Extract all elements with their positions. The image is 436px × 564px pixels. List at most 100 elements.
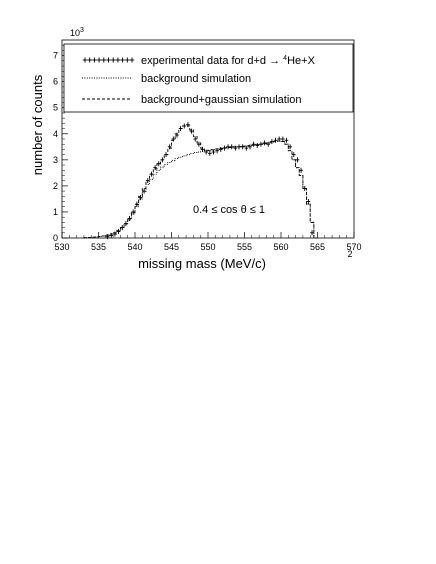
data-point bbox=[237, 144, 241, 150]
data-point bbox=[295, 157, 300, 163]
legend-cross bbox=[120, 57, 125, 63]
x-tick-label: 545 bbox=[164, 242, 179, 252]
legend-marker-crosses bbox=[82, 57, 135, 63]
data-point bbox=[281, 136, 285, 142]
data-point bbox=[291, 152, 296, 158]
x-axis-unit-exponent: 2 bbox=[347, 249, 352, 259]
x-tick-label: 540 bbox=[127, 242, 142, 252]
data-point bbox=[284, 137, 289, 143]
data-point bbox=[310, 230, 314, 236]
data-point bbox=[131, 209, 135, 215]
legend-box bbox=[63, 43, 354, 113]
legend-entry-background: background simulation bbox=[82, 73, 251, 85]
data-point bbox=[211, 149, 216, 155]
data-point bbox=[240, 144, 245, 150]
data-point bbox=[142, 188, 146, 194]
data-point bbox=[135, 201, 139, 207]
y-tick-label: 3 bbox=[53, 155, 58, 165]
data-point bbox=[273, 137, 278, 143]
legend-cross bbox=[106, 57, 111, 63]
data-point bbox=[233, 145, 238, 151]
data-point bbox=[302, 186, 307, 191]
legend-cross bbox=[101, 57, 107, 63]
data-point bbox=[218, 146, 223, 152]
data-point bbox=[178, 126, 183, 132]
legend: experimental data for d+d → 4He+X backgr… bbox=[63, 43, 354, 113]
legend-cross bbox=[129, 57, 135, 63]
data-point bbox=[145, 178, 150, 184]
data-point bbox=[208, 150, 212, 156]
x-axis-title: missing mass (MeV/c) bbox=[138, 256, 266, 271]
data-point bbox=[124, 221, 128, 227]
axis-ticks: 530 535 540 545 550 555 560 565 570 0 1 2 3 4 5 6 7 bbox=[53, 44, 362, 252]
x-tick-label: 535 bbox=[91, 242, 106, 252]
y-tick-label: 7 bbox=[53, 51, 58, 61]
x-tick-label: 550 bbox=[200, 242, 215, 252]
data-point bbox=[215, 148, 219, 154]
legend-label-background: background simulation bbox=[141, 73, 251, 85]
legend-cross bbox=[110, 57, 116, 63]
y-tick-label: 0 bbox=[53, 233, 58, 243]
x-tick-label: 565 bbox=[310, 242, 325, 252]
series-background-gaussian-simulation bbox=[83, 125, 318, 239]
x-tick-label: 560 bbox=[273, 242, 288, 252]
data-point bbox=[149, 171, 154, 177]
data-point bbox=[306, 199, 311, 205]
legend-entry-experimental: experimental data for d+d → 4He+X bbox=[82, 55, 316, 67]
data-point bbox=[164, 152, 168, 158]
y-tick-label: 4 bbox=[53, 129, 58, 139]
legend-cross bbox=[115, 57, 121, 63]
data-point bbox=[120, 225, 125, 231]
data-point bbox=[116, 228, 121, 234]
data-point bbox=[189, 128, 194, 134]
legend-superscript: 4 bbox=[283, 55, 287, 62]
legend-cross bbox=[82, 57, 88, 63]
data-point bbox=[175, 132, 179, 138]
data-point bbox=[229, 144, 234, 150]
data-point bbox=[222, 145, 227, 151]
data-point bbox=[277, 136, 281, 142]
data-point bbox=[288, 144, 292, 150]
data-point bbox=[171, 136, 176, 142]
data-point bbox=[182, 123, 187, 129]
data-point bbox=[167, 144, 172, 150]
data-point bbox=[248, 144, 252, 150]
data-point bbox=[226, 144, 230, 150]
legend-cross bbox=[125, 57, 130, 63]
legend-cross bbox=[87, 57, 92, 63]
annotation-cos-theta: 0.4 ≤ cos θ ≤ 1 bbox=[193, 204, 265, 216]
data-point bbox=[197, 141, 201, 147]
data-point bbox=[259, 141, 263, 147]
data-point bbox=[193, 136, 198, 142]
plot-series bbox=[83, 122, 318, 240]
x-tick-label: 555 bbox=[237, 242, 252, 252]
y-tick-label: 2 bbox=[53, 181, 58, 191]
legend-label-experimental: experimental data for d+d → 4He+X bbox=[141, 55, 316, 67]
x-tick-label: 530 bbox=[54, 242, 69, 252]
data-point bbox=[156, 161, 161, 167]
data-point bbox=[105, 234, 110, 240]
data-point bbox=[270, 139, 274, 145]
data-point bbox=[160, 157, 165, 163]
y-multiplier: 103 bbox=[70, 27, 84, 38]
data-point bbox=[186, 122, 190, 128]
data-point bbox=[244, 145, 249, 151]
data-point bbox=[255, 143, 260, 149]
y-tick-label: 1 bbox=[53, 207, 58, 217]
y-tick-label: 5 bbox=[53, 103, 58, 113]
y-axis-title: number of counts bbox=[30, 74, 45, 175]
y-tick-label: 6 bbox=[53, 77, 58, 87]
data-point bbox=[262, 140, 267, 146]
legend-entry-bg-gauss: background+gaussian simulation bbox=[82, 94, 302, 106]
data-point bbox=[200, 146, 205, 152]
x-tick-label: 570 bbox=[346, 242, 361, 252]
y-multiplier-exponent: 3 bbox=[80, 27, 84, 34]
data-point bbox=[204, 149, 208, 155]
legend-cross bbox=[92, 57, 97, 63]
legend-cross bbox=[96, 57, 102, 63]
data-point bbox=[113, 231, 117, 237]
data-point bbox=[266, 141, 271, 147]
data-point bbox=[138, 195, 143, 201]
data-point bbox=[299, 167, 303, 173]
